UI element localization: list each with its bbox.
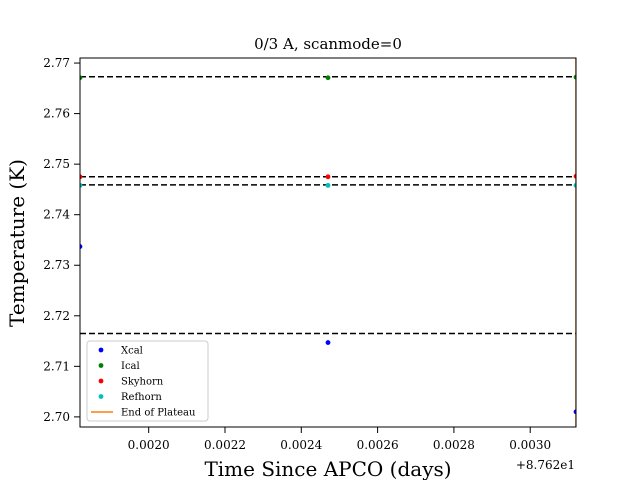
x-tick-label: 0.0020 (128, 438, 170, 452)
legend-label: End of Plateau (121, 408, 196, 419)
y-axis-label: Temperature (K) (5, 159, 29, 327)
legend-label: Xcal (121, 346, 143, 357)
point-ical (325, 75, 331, 81)
point-ical (573, 74, 576, 80)
y-tick-label: 2.71 (43, 359, 70, 373)
y-tick-label: 2.76 (43, 107, 70, 121)
chart-title: 0/3 A, scanmode=0 (254, 35, 402, 53)
y-tick-label: 2.73 (43, 258, 70, 272)
legend-marker-xcal (98, 347, 104, 353)
legend-label: Skyhorn (121, 377, 164, 388)
point-xcal (573, 409, 576, 415)
point-xcal (325, 340, 331, 345)
plot-frame (79, 57, 577, 428)
point-skyhorn (573, 173, 576, 179)
y-tick-label: 2.75 (43, 157, 70, 171)
y-tick-label: 2.77 (43, 56, 70, 70)
point-skyhorn (325, 174, 331, 180)
x-tick-label: 0.0026 (357, 438, 399, 452)
point-refhorn (573, 182, 576, 188)
x-tick-label: 0.0024 (280, 438, 322, 452)
plot-area (80, 58, 576, 427)
x-tick-label: 0.0030 (509, 438, 551, 452)
point-xcal (80, 244, 83, 249)
x-axis-label: Time Since APCO (days) (204, 457, 451, 480)
x-offset-label: +8.762e1 (516, 458, 575, 472)
y-tick-label: 2.70 (43, 410, 70, 424)
point-refhorn (325, 182, 331, 188)
y-tick-label: 2.72 (43, 309, 70, 323)
legend-box (86, 340, 209, 422)
legend-label: Refhorn (121, 392, 162, 403)
point-ical (80, 75, 83, 81)
legend: Xcal Ical Skyhorn Refhorn End of Plateau (86, 340, 209, 422)
y-tick-label: 2.74 (43, 208, 70, 222)
legend-label: Ical (121, 361, 140, 372)
point-refhorn (80, 182, 83, 188)
point-skyhorn (80, 174, 83, 180)
legend-marker-refhorn (98, 394, 104, 399)
legend-marker-skyhorn (98, 378, 104, 384)
legend-marker-ical (98, 363, 104, 368)
x-tick-label: 0.0022 (204, 438, 246, 452)
x-tick-label: 0.0028 (433, 438, 475, 452)
